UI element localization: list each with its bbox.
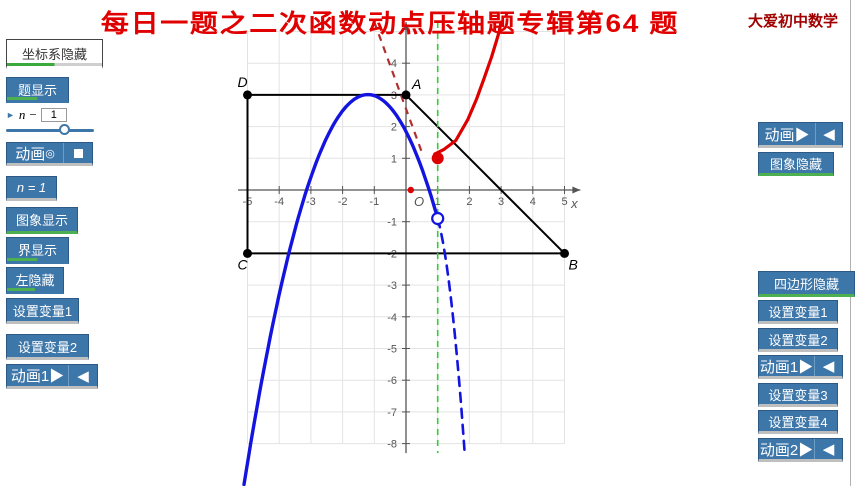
svg-text:-7: -7 xyxy=(387,407,397,419)
svg-text:2: 2 xyxy=(466,196,472,208)
svg-text:1: 1 xyxy=(391,153,397,165)
svg-text:D: D xyxy=(238,74,248,90)
svg-text:B: B xyxy=(569,256,578,272)
svg-text:-6: -6 xyxy=(387,375,397,387)
svg-text:-2: -2 xyxy=(338,196,348,208)
svg-text:C: C xyxy=(238,256,249,272)
svg-text:x: x xyxy=(570,196,578,211)
svg-text:-3: -3 xyxy=(306,196,316,208)
svg-text:4: 4 xyxy=(391,58,397,70)
svg-text:4: 4 xyxy=(530,196,536,208)
svg-text:3: 3 xyxy=(498,196,504,208)
svg-text:-1: -1 xyxy=(387,217,397,229)
svg-text:-4: -4 xyxy=(274,196,284,208)
svg-text:5: 5 xyxy=(561,196,567,208)
svg-text:A: A xyxy=(411,76,421,92)
svg-text:-8: -8 xyxy=(387,439,397,451)
svg-text:-5: -5 xyxy=(387,344,397,356)
svg-text:O: O xyxy=(414,194,424,209)
svg-text:-3: -3 xyxy=(387,280,397,292)
svg-text:-4: -4 xyxy=(387,312,397,324)
svg-text:-1: -1 xyxy=(369,196,379,208)
svg-text:2: 2 xyxy=(391,122,397,134)
